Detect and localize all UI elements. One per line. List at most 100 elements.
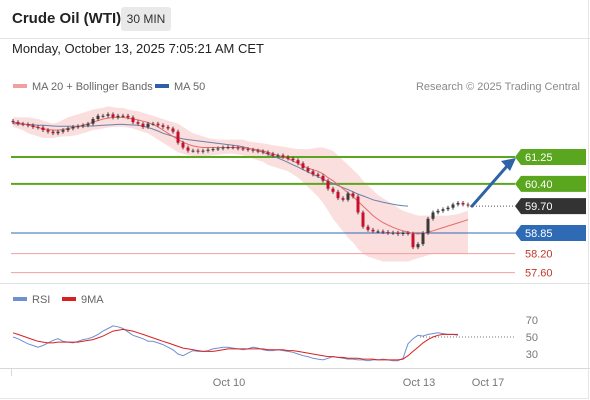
candle-body <box>146 123 150 127</box>
candle-body <box>306 168 310 172</box>
candle-body <box>151 123 155 125</box>
key-levels <box>11 156 515 274</box>
candle-body <box>116 115 120 118</box>
rsi-ma-legend-swatch <box>62 297 76 301</box>
candle-body <box>371 229 375 232</box>
legend-label-ma20: MA 20 + Bollinger Bands <box>32 81 153 93</box>
candle-body <box>391 232 395 234</box>
candle-body <box>136 122 140 124</box>
candle-body <box>186 147 190 151</box>
candle-body <box>241 148 245 150</box>
level-label-57-60: 57.60 <box>525 268 553 280</box>
candle-body <box>131 117 135 123</box>
x-tick-oct10: Oct 10 <box>213 377 245 389</box>
candle-body <box>96 115 100 119</box>
candle-body <box>436 210 440 213</box>
candle-body <box>106 114 110 116</box>
candle-body <box>211 149 215 151</box>
candle-body <box>361 212 365 227</box>
candles <box>11 112 470 250</box>
candle-body <box>311 171 315 175</box>
x-tick-oct13: Oct 13 <box>403 377 435 389</box>
level-tag-58-85 <box>515 225 586 241</box>
rsi-ma-line <box>12 328 458 361</box>
candle-body <box>416 244 420 248</box>
projection <box>470 158 516 208</box>
candle-body <box>421 233 425 245</box>
candle-body <box>331 188 335 192</box>
candle-body <box>441 209 445 211</box>
timeframe-badge[interactable]: 30 MIN <box>121 7 171 31</box>
candle-body <box>281 155 285 157</box>
candle-body <box>381 231 385 233</box>
candle-body <box>76 126 80 128</box>
candle-body <box>166 126 170 129</box>
candle-body <box>66 128 70 131</box>
candle-body <box>451 204 455 208</box>
candle-body <box>316 174 320 176</box>
candle-body <box>466 204 470 206</box>
candle-body <box>461 202 465 205</box>
x-tick-oct17: Oct 17 <box>472 377 504 389</box>
current-price-label: 59.70 <box>525 201 553 213</box>
candle-body <box>141 123 145 127</box>
level-label-61-25: 61.25 <box>525 152 553 164</box>
candle-body <box>46 130 50 132</box>
candle-body <box>61 130 65 132</box>
candle-body <box>86 123 90 126</box>
candle-body <box>426 218 430 233</box>
candle-body <box>231 147 235 149</box>
candle-body <box>411 233 415 248</box>
rsi-tick-70: 70 <box>526 315 538 327</box>
candle-body <box>181 142 185 148</box>
candle-body <box>56 131 60 134</box>
candle-body <box>16 122 20 124</box>
candle-body <box>26 124 30 126</box>
header-bar: Crude Oil (WTI) 30 MIN <box>0 0 590 39</box>
bollinger-band-area <box>13 106 468 262</box>
rsi-line <box>12 325 459 362</box>
candle-body <box>121 115 125 117</box>
candle-body <box>71 126 75 129</box>
level-label-60-40: 60.40 <box>525 179 553 191</box>
candle-body <box>101 115 105 117</box>
candle-body <box>111 114 115 118</box>
research-credit: Research © 2025 Trading Central <box>416 81 580 93</box>
candle-body <box>396 232 400 234</box>
level-labels: 61.25 60.40 58.85 58.20 57.60 59.70 <box>470 149 586 280</box>
candle-body <box>291 158 295 161</box>
timestamp: Monday, October 13, 2025 7:05:21 AM CET <box>12 41 264 56</box>
candle-body <box>276 155 280 157</box>
candle-body <box>446 207 450 210</box>
ma20-line <box>12 116 469 235</box>
candle-body <box>266 152 270 154</box>
candle-body <box>271 153 275 156</box>
candle-body <box>41 127 45 131</box>
candle-body <box>296 160 300 164</box>
legend-swatch-ma50 <box>155 84 169 88</box>
legend-label-ma50: MA 50 <box>174 81 205 93</box>
candle-body <box>156 123 160 126</box>
candle-body <box>171 128 175 132</box>
candle-body <box>351 193 355 197</box>
level-tag-60-40 <box>515 175 586 192</box>
candle-body <box>236 147 240 149</box>
candle-body <box>256 150 260 152</box>
current-price-tag <box>515 198 586 215</box>
candle-body <box>431 212 435 219</box>
candle-body <box>196 150 200 152</box>
bollinger-band <box>13 106 468 262</box>
candle-body <box>201 150 205 152</box>
candle-body <box>36 126 40 128</box>
candle-body <box>336 191 340 199</box>
rsi-tick-30: 30 <box>526 349 538 361</box>
candle-body <box>326 180 330 189</box>
rsi-panel: 70 50 30 <box>12 315 538 362</box>
level-label-58-85: 58.85 <box>525 228 553 240</box>
candle-body <box>51 131 55 134</box>
candle-body <box>11 120 15 123</box>
candle-body <box>356 196 360 213</box>
level-label-58-20: 58.20 <box>525 249 553 261</box>
candle-body <box>221 147 225 149</box>
